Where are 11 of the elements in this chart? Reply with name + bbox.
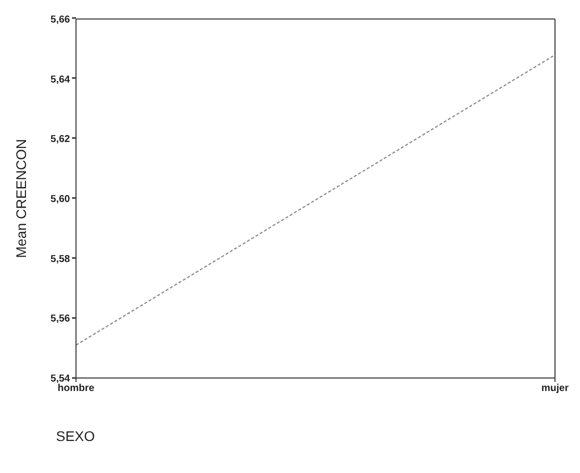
y-axis-title: Mean CREENCON bbox=[12, 138, 29, 258]
y-tick-label: 5,56 bbox=[50, 314, 70, 325]
y-tick-label: 5,58 bbox=[50, 254, 70, 265]
y-tick-label: 5,66 bbox=[50, 14, 70, 26]
x-tick-label: hombre bbox=[58, 383, 95, 394]
y-tick-label: 5,60 bbox=[50, 194, 70, 206]
x-axis-title: SEXO bbox=[56, 428, 95, 444]
y-tick-label: 5,54 bbox=[50, 374, 70, 385]
x-tick-label: mujer bbox=[541, 383, 569, 394]
y-tick-label: 5,64 bbox=[50, 74, 70, 86]
y-tick-label: 5,62 bbox=[50, 134, 70, 146]
